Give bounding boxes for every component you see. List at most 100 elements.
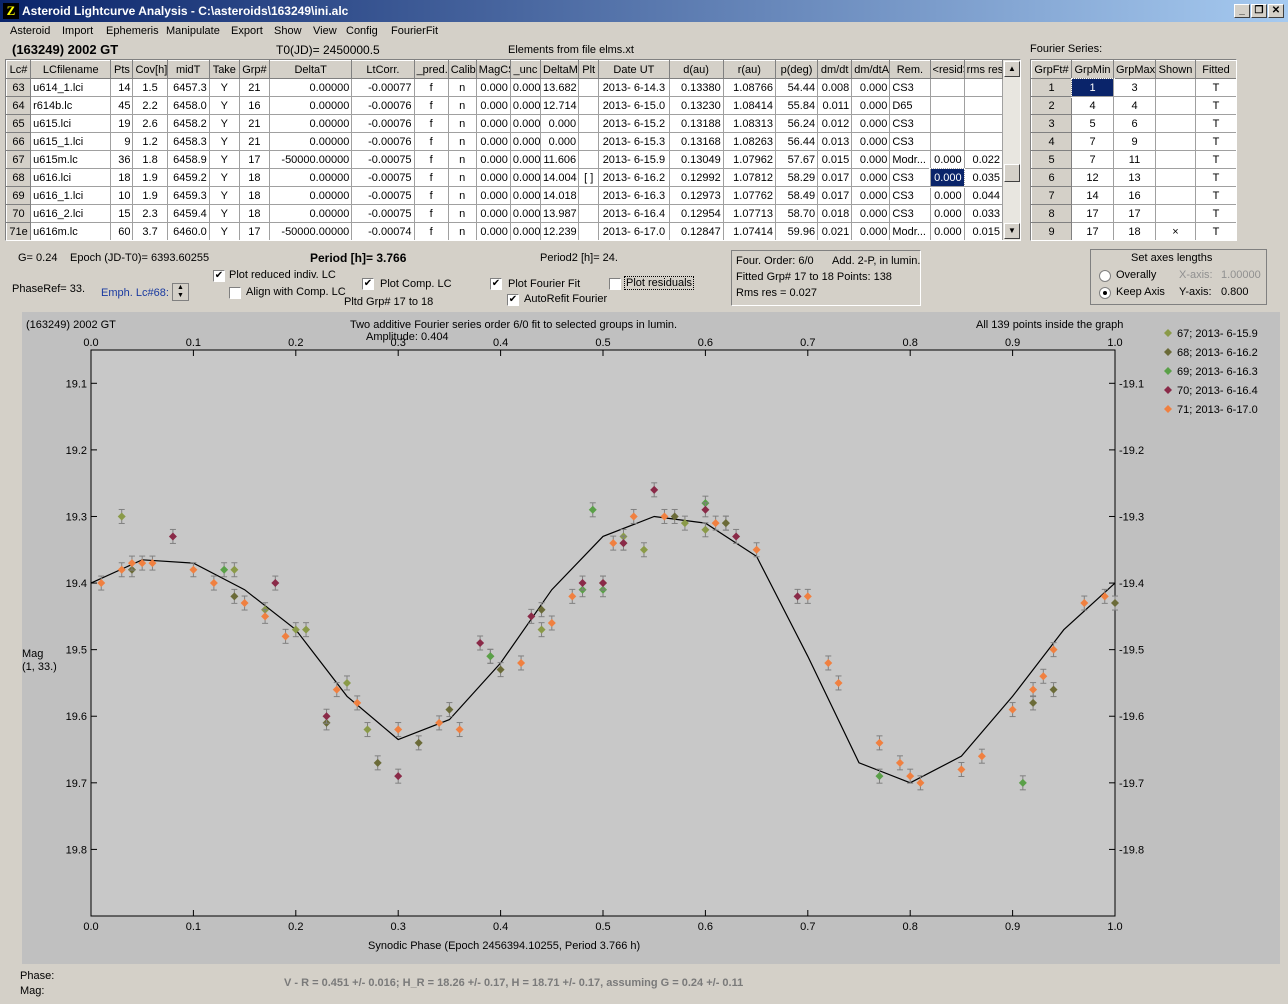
table-row[interactable]: 71e u616m.lc 60 3.7 6460.0 Y 17 -50000.00000 -0.… [6,222,1004,240]
table-cell[interactable]: 58.29 [774,168,819,187]
row-header[interactable]: 6 [1031,168,1072,187]
table-cell[interactable]: 1.9 [132,168,168,187]
table-cell[interactable]: u616m.lc [30,222,112,240]
table-cell[interactable]: 2013- 6-16.2 [598,168,670,187]
table-cell[interactable]: 4 [1071,96,1114,115]
table-cell[interactable]: Y [208,168,240,187]
row-header[interactable]: 7 [1031,186,1072,205]
table-cell[interactable]: 1.07812 [722,168,776,187]
table-cell[interactable]: Y [208,78,240,97]
table-cell[interactable]: 0.13380 [668,78,724,97]
table-cell[interactable]: f [413,96,449,115]
table-cell[interactable]: 6459.3 [166,186,210,205]
table-cell[interactable]: 1.07414 [722,222,776,240]
lc-table-scrollbar[interactable]: ▲ ▼ [1003,60,1020,240]
table-cell[interactable]: 57.67 [774,150,819,169]
table-cell[interactable]: 0.015 [817,150,853,169]
plot-canvas[interactable]: 0.0 0.0 0.1 0.1 0.2 0.2 0.3 0.3 0.4 0.4 0.5 0.5 0.6 0… [22,312,1280,964]
row-header[interactable]: 5 [1031,150,1072,169]
table-cell[interactable]: 58.70 [774,204,819,223]
table-cell[interactable]: u615_1.lci [30,132,112,151]
table-cell[interactable]: n [447,132,477,151]
table-cell[interactable]: 7 [1071,132,1114,151]
table-cell[interactable] [1155,204,1196,223]
row-header[interactable]: 9 [1031,222,1072,240]
lc-col-header[interactable]: _unc [509,60,542,79]
emph-spinner[interactable]: ▲ ▼ [172,283,189,301]
table-cell[interactable]: 60 [110,222,134,240]
table-cell[interactable]: T [1195,204,1236,223]
table-cell[interactable]: 0.00000 [268,186,353,205]
scroll-thumb[interactable] [1004,164,1020,182]
table-cell[interactable]: 0.000 [475,114,511,133]
lc-col-header[interactable]: d(au) [668,60,724,79]
table-cell[interactable]: Modr... [889,150,931,169]
table-cell[interactable]: 0.000 [540,132,580,151]
table-cell[interactable]: 14.004 [540,168,580,187]
lc-col-header[interactable]: <resid> [929,60,965,79]
table-cell[interactable]: -0.00076 [351,114,415,133]
table-cell[interactable] [578,132,600,151]
table-cell[interactable]: 36 [110,150,134,169]
table-cell[interactable]: 0.13049 [668,150,724,169]
fourier-col-header[interactable]: GrpMax [1113,60,1156,79]
table-cell[interactable]: 0.00000 [268,132,353,151]
table-cell[interactable]: 1.8 [132,150,168,169]
table-row[interactable]: 69 u616_1.lci 10 1.9 6459.3 Y 18 0.00000 -0.0007… [6,186,1004,205]
menu-import[interactable]: Import [62,25,94,37]
table-cell[interactable]: T [1195,78,1236,97]
table-cell[interactable]: f [413,222,449,240]
table-cell[interactable] [929,114,965,133]
table-row[interactable]: 65 u615.lci 19 2.6 6458.2 Y 21 0.00000 -0.00076 f… [6,114,1004,133]
table-cell[interactable]: 0.000 [475,186,511,205]
table-cell[interactable]: 1.08263 [722,132,776,151]
table-cell[interactable]: 12.239 [540,222,580,240]
table-cell[interactable]: 56.44 [774,132,819,151]
table-cell[interactable]: 0.000 [851,168,891,187]
row-header[interactable]: 66 [6,132,32,151]
table-cell[interactable]: 0.000 [509,150,542,169]
table-cell[interactable] [929,132,965,151]
table-cell[interactable]: Y [208,96,240,115]
plot-reduced-checkbox[interactable]: ✔ [213,270,225,282]
table-cell[interactable]: u616_2.lci [30,204,112,223]
restore-button[interactable]: ❐ [1251,4,1267,18]
table-cell[interactable]: 0.012 [817,114,853,133]
table-cell[interactable] [1155,150,1196,169]
table-cell[interactable]: 2.6 [132,114,168,133]
table-cell[interactable]: 6458.2 [166,114,210,133]
table-cell[interactable]: 4 [1113,96,1156,115]
lc-col-header[interactable]: MagCS [475,60,511,79]
table-cell[interactable]: 0.12954 [668,204,724,223]
lc-col-header[interactable]: DeltaT [268,60,353,79]
table-cell[interactable]: 0.018 [817,204,853,223]
table-cell[interactable]: CS3 [889,204,931,223]
table-cell[interactable]: n [447,222,477,240]
table-cell[interactable]: n [447,114,477,133]
table-cell[interactable]: 2013- 6-15.2 [598,114,670,133]
table-cell[interactable]: 6458.3 [166,132,210,151]
table-cell[interactable]: -0.00076 [351,132,415,151]
table-cell[interactable] [963,132,1004,151]
scroll-up-arrow-icon[interactable]: ▲ [1004,61,1020,77]
row-header[interactable]: 2 [1031,96,1072,115]
table-row[interactable]: 64 r614b.lc 45 2.2 6458.0 Y 16 0.00000 -0.00076 f… [6,96,1004,115]
table-cell[interactable]: 0.000 [475,78,511,97]
table-cell[interactable]: 0.022 [963,150,1004,169]
table-cell[interactable] [1155,186,1196,205]
table-cell[interactable]: 16 [238,96,270,115]
lc-col-header[interactable]: Plt [578,60,600,79]
table-cell[interactable]: 0.000 [851,96,891,115]
table-cell[interactable] [1155,78,1196,97]
minimize-button[interactable]: _ [1234,4,1250,18]
table-cell[interactable]: 45 [110,96,134,115]
lc-col-header[interactable]: dm/dt [817,60,853,79]
row-header[interactable]: 67 [6,150,32,169]
table-cell[interactable]: f [413,78,449,97]
table-cell[interactable]: 1.07762 [722,186,776,205]
table-cell[interactable]: 0.00000 [268,204,353,223]
table-cell[interactable]: 0.000 [929,222,965,240]
fourier-col-header[interactable]: GrpMin [1071,60,1114,79]
table-cell[interactable]: 11.606 [540,150,580,169]
table-cell[interactable]: 0.000 [475,204,511,223]
